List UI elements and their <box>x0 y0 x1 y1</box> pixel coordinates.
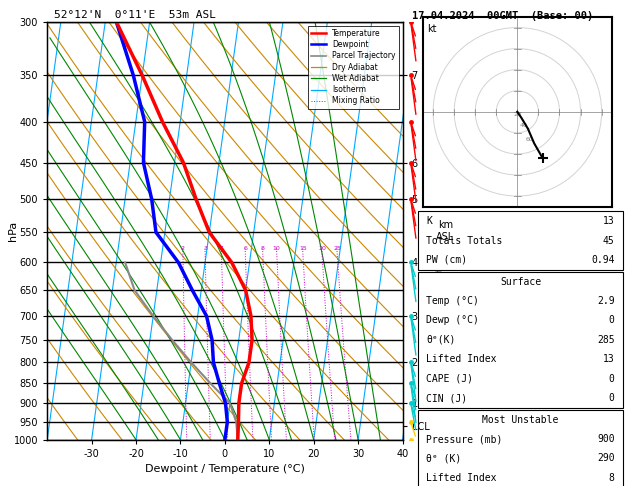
Text: 45: 45 <box>603 236 615 245</box>
Text: Mixing Ratio (g/kg): Mixing Ratio (g/kg) <box>437 236 445 309</box>
Text: 20: 20 <box>513 112 521 117</box>
Text: Most Unstable: Most Unstable <box>482 415 559 425</box>
Text: 20: 20 <box>318 246 326 251</box>
Text: 2: 2 <box>181 246 185 251</box>
Bar <box>418 272 623 408</box>
Text: Totals Totals: Totals Totals <box>426 236 503 245</box>
Text: km
ASL: km ASL <box>436 220 454 242</box>
Text: kt: kt <box>427 24 437 34</box>
Text: CIN (J): CIN (J) <box>426 393 467 403</box>
Text: Lifted Index: Lifted Index <box>426 354 497 364</box>
Text: 290: 290 <box>597 453 615 464</box>
X-axis label: Dewpoint / Temperature (°C): Dewpoint / Temperature (°C) <box>145 465 305 474</box>
Text: 2.9: 2.9 <box>597 296 615 306</box>
Text: 52°12'N  0°11'E  53m ASL: 52°12'N 0°11'E 53m ASL <box>54 10 216 20</box>
Text: 60: 60 <box>526 137 533 142</box>
Text: Dewp (°C): Dewp (°C) <box>426 315 479 326</box>
Text: 25: 25 <box>333 246 341 251</box>
Text: 13: 13 <box>603 216 615 226</box>
Text: 0: 0 <box>609 374 615 383</box>
Text: K: K <box>426 216 432 226</box>
Text: Surface: Surface <box>500 277 541 287</box>
Text: 10: 10 <box>273 246 281 251</box>
Text: Temp (°C): Temp (°C) <box>426 296 479 306</box>
Text: 8: 8 <box>261 246 265 251</box>
Bar <box>418 410 623 486</box>
Text: 900: 900 <box>597 434 615 444</box>
Text: 285: 285 <box>597 335 615 345</box>
Legend: Temperature, Dewpoint, Parcel Trajectory, Dry Adiabat, Wet Adiabat, Isotherm, Mi: Temperature, Dewpoint, Parcel Trajectory… <box>308 26 399 108</box>
Text: 6: 6 <box>243 246 247 251</box>
Text: 40: 40 <box>520 122 527 127</box>
Text: 3: 3 <box>203 246 207 251</box>
Text: 0: 0 <box>609 393 615 403</box>
Text: 15: 15 <box>299 246 307 251</box>
Text: Lifted Index: Lifted Index <box>426 473 497 483</box>
Text: PW (cm): PW (cm) <box>426 255 467 265</box>
Text: 8: 8 <box>609 473 615 483</box>
Text: θᵉ(K): θᵉ(K) <box>426 335 456 345</box>
Text: CAPE (J): CAPE (J) <box>426 374 474 383</box>
Text: θᵉ (K): θᵉ (K) <box>426 453 462 464</box>
Text: 17.04.2024  00GMT  (Base: 00): 17.04.2024 00GMT (Base: 00) <box>412 11 593 21</box>
Text: hPa: hPa <box>8 221 18 241</box>
Text: 0: 0 <box>609 315 615 326</box>
Text: 4: 4 <box>220 246 223 251</box>
Text: 0.94: 0.94 <box>591 255 615 265</box>
Bar <box>418 211 623 270</box>
Text: Pressure (mb): Pressure (mb) <box>426 434 503 444</box>
Text: 13: 13 <box>603 354 615 364</box>
